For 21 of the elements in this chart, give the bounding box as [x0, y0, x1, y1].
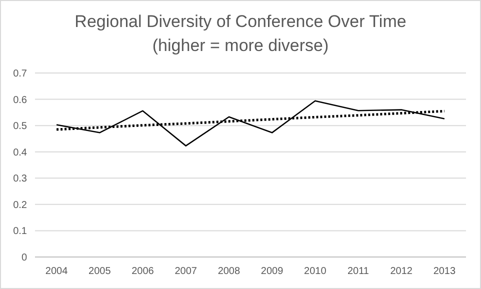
line-series: [56, 100, 446, 146]
x-tick-label: 2004: [45, 266, 68, 277]
y-tick-label: 0: [21, 252, 28, 264]
x-tick-label: 2009: [260, 266, 284, 277]
x-tick-label: 2007: [174, 266, 198, 277]
y-tick-label: 0.6: [13, 94, 28, 106]
x-tick-label: 2005: [88, 266, 112, 277]
y-tick-label: 0.7: [13, 68, 28, 80]
x-tick-label: 2010: [304, 266, 327, 277]
y-tick-label: 0.4: [13, 147, 28, 158]
x-tick-label: 2011: [347, 266, 370, 277]
x-tick-label: 2008: [218, 266, 241, 277]
x-tick-label: 2013: [433, 266, 456, 277]
chart-subtitle: (higher = more diverse): [152, 36, 329, 55]
x-tick-label: 2012: [390, 266, 413, 277]
y-tick-label: 0.1: [13, 226, 28, 238]
y-tick-label: 0.5: [13, 121, 28, 132]
y-tick-label: 0.3: [13, 174, 28, 185]
chart-title: Regional Diversity of Conference Over Time: [74, 12, 406, 31]
x-tick-label: 2006: [132, 266, 154, 277]
y-tick-label: 0.2: [13, 200, 28, 211]
